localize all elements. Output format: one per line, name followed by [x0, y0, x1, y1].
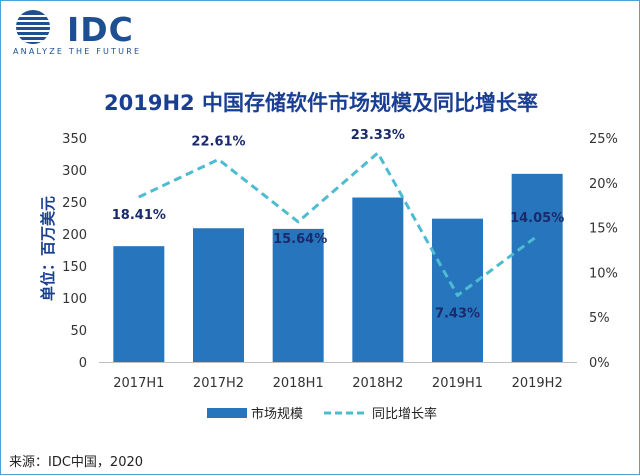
left-tick-label: 300 [62, 164, 87, 179]
right-tick-label: 15% [589, 222, 618, 237]
legend-label-bar: 市场规模 [251, 406, 303, 422]
growth-data-label: 14.05% [510, 211, 564, 226]
left-tick-label: 250 [62, 196, 87, 211]
category-label: 2018H2 [352, 376, 403, 391]
x-axis: 2017H1 2017H2 2018H1 2018H2 2019H1 2019H2 [99, 362, 577, 391]
globe-icon [16, 10, 50, 44]
right-axis: 0% 5% 10% 15% 20% 25% [589, 132, 618, 371]
bar [113, 246, 165, 362]
legend-swatch-bar [207, 408, 247, 418]
left-tick-label: 100 [62, 292, 87, 307]
source-note: 来源：IDC中国，2020 [9, 455, 144, 470]
category-label: 2018H1 [273, 376, 324, 391]
growth-data-label: 22.61% [191, 134, 245, 149]
right-tick-label: 0% [589, 356, 610, 371]
legend-label-line: 同比增长率 [372, 406, 437, 422]
right-tick-label: 10% [589, 266, 618, 281]
growth-data-label: 7.43% [435, 306, 480, 321]
category-label: 2017H1 [113, 376, 164, 391]
growth-line-series: 18.41% 22.61% 15.64% 23.33% 7.43% 14.05% [112, 128, 564, 321]
y-axis-label: 单位：百万美元 [39, 196, 57, 301]
bar [352, 197, 404, 362]
left-tick-label: 150 [62, 260, 87, 275]
category-label: 2019H1 [432, 376, 483, 391]
left-tick-label: 0 [79, 356, 87, 371]
chart-title: 2019H2 中国存储软件市场规模及同比增长率 [104, 91, 538, 115]
bar [511, 173, 563, 362]
idc-logo: IDC ANALYZE THE FUTURE [11, 9, 161, 59]
bar-series [113, 173, 563, 362]
left-tick-label: 200 [62, 228, 87, 243]
left-axis: 0 50 100 150 200 250 300 350 [62, 132, 87, 371]
growth-data-label: 18.41% [112, 208, 166, 223]
category-label: 2017H2 [193, 376, 244, 391]
growth-data-label: 15.64% [273, 232, 327, 247]
category-label: 2019H2 [512, 376, 563, 391]
logo-word: IDC [67, 10, 134, 49]
left-tick-label: 50 [70, 324, 87, 339]
right-tick-label: 5% [589, 311, 610, 326]
left-tick-label: 350 [62, 132, 87, 147]
bar [272, 228, 324, 362]
logo-tagline: ANALYZE THE FUTURE [13, 47, 142, 56]
legend: 市场规模 同比增长率 [207, 406, 437, 422]
growth-line [138, 151, 539, 297]
right-tick-label: 20% [589, 177, 618, 192]
bar [193, 228, 244, 362]
growth-data-label: 23.33% [351, 128, 405, 143]
right-tick-label: 25% [589, 132, 618, 147]
bar [432, 218, 483, 362]
